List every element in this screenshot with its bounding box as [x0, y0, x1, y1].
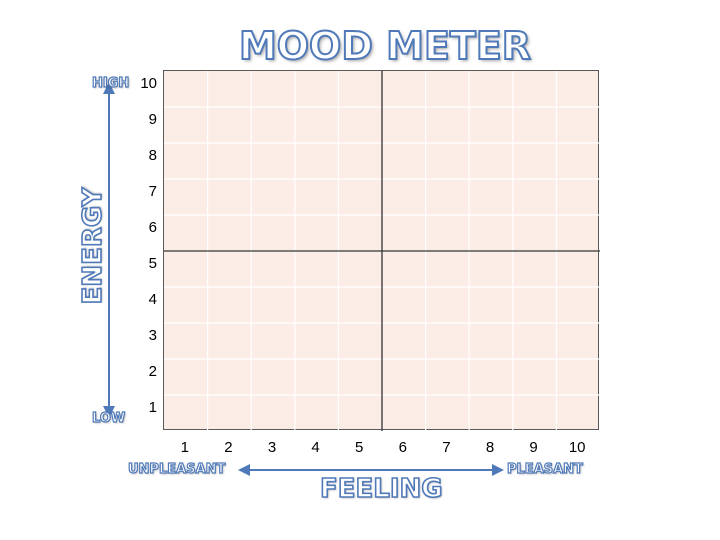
- low-label: LOW: [91, 410, 126, 426]
- feeling-arrow: [238, 464, 504, 476]
- y-tick-label: 10: [140, 75, 157, 92]
- y-tick-label: 9: [148, 111, 157, 128]
- x-tick-label: 5: [355, 439, 364, 456]
- x-tick-label: 7: [442, 439, 451, 456]
- high-label: HIGH: [91, 75, 130, 91]
- x-tick-label: 8: [485, 439, 495, 456]
- y-tick-label: 6: [148, 219, 157, 236]
- x-tick-label: 10: [568, 439, 586, 456]
- energy-axis-title: ENERGY: [77, 187, 109, 306]
- y-tick-label: 5: [148, 255, 157, 272]
- x-tick-label: 2: [224, 439, 233, 456]
- y-tick-label: 1: [148, 399, 157, 416]
- y-tick-label: 7: [148, 183, 157, 200]
- grid-lines: [164, 71, 600, 431]
- x-tick-label: 4: [311, 439, 320, 456]
- x-tick-label: 3: [267, 439, 277, 456]
- y-tick-label: 8: [148, 147, 157, 164]
- y-tick-label: 4: [148, 291, 157, 308]
- feeling-axis-title: FEELING: [319, 473, 443, 505]
- energy-arrow: [103, 82, 115, 418]
- mood-grid: [163, 70, 600, 431]
- x-tick-label: 1: [180, 439, 189, 456]
- y-tick-label: 2: [148, 363, 157, 380]
- pleasant-label: PLEASANT: [506, 461, 583, 477]
- unpleasant-label: UNPLEASANT: [127, 461, 226, 477]
- y-tick-label: 3: [148, 327, 157, 344]
- x-tick-label: 6: [398, 439, 407, 456]
- page-title: MOOD METER: [238, 23, 532, 69]
- x-tick-label: 9: [529, 439, 538, 456]
